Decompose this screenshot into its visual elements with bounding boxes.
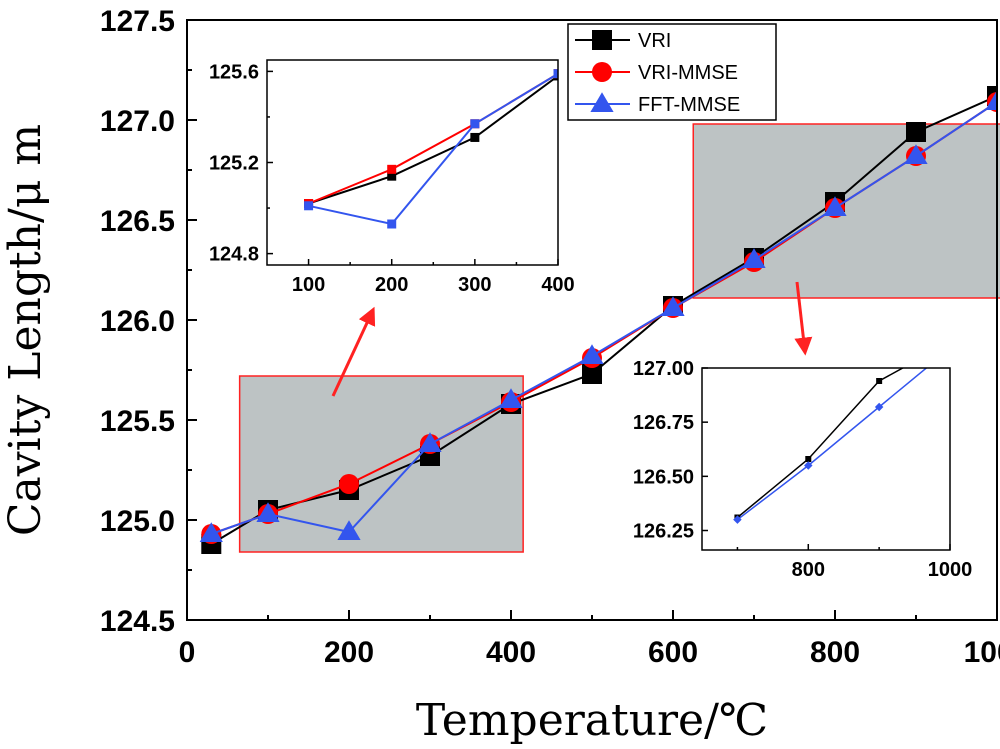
main-y-tick-label: 124.5 [100,605,175,638]
main-x-tick-label: 600 [648,636,698,669]
series-line-vri-inset-low [308,75,558,205]
data-point-vri-inset-high-3 [947,339,953,345]
zoom-region-high [692,123,1000,299]
y-axis-title: Cavity Length/μ m [0,124,51,536]
data-point-fft-mmse-inset-high-1 [804,461,813,470]
legend-marker-vri [592,30,612,50]
data-point-fft-mmse-inset-low-2 [470,119,480,129]
inset-low-y-tick-label: 124.8 [209,244,259,266]
legend-marker-fft-mmse [590,92,614,112]
x-axis-title: Temperature/℃ [416,695,768,746]
inset-high-plot-frame [701,367,951,551]
data-point-fft-mmse-inset-high-2 [874,402,884,412]
data-point-fft-mmse-main-8 [823,196,847,216]
data-point-fft-mmse-main-4 [499,388,523,408]
inset-high-series-group [733,339,954,524]
data-point-fft-mmse-inset-low-0 [304,201,314,211]
inset-high-x-tick-label: 1000 [928,559,973,581]
legend-marker-vri-mmse [592,62,612,82]
inset-low-y-tick-label: 125.2 [209,153,259,175]
data-point-fft-mmse-main-10 [985,90,997,110]
inset-low-x-tick-label: 400 [541,274,574,296]
data-point-fft-mmse-main-6 [661,296,685,316]
data-point-vri-inset-high-2 [876,378,883,384]
main-y-tick-label: 126.5 [100,205,175,238]
main-y-tick-label: 125.5 [100,405,175,438]
main-x-tick-label: 0 [179,636,196,669]
zoom-arrow-high [794,281,813,356]
data-point-vri-inset-low-1 [387,171,397,181]
inset-high-y-tick-label: 126.50 [633,466,694,488]
inset-low-series-group [304,69,558,229]
data-point-fft-mmse-inset-high-0 [733,515,742,524]
inset-low-y-tick-label: 125.6 [209,61,259,83]
data-point-fft-mmse-inset-high-3 [946,344,954,352]
inset-high-background [702,368,950,550]
main-x-tick-label: 200 [324,636,374,669]
inset-low-x-tick-label: 100 [292,274,325,296]
data-point-fft-mmse-inset-low-3 [553,69,558,79]
inset-high-x-tick-label: 800 [792,559,825,581]
legend-label-vri-mmse: VRI-MMSE [638,62,738,84]
data-point-fft-mmse-main-7 [742,248,766,268]
data-point-fft-mmse-main-5 [580,344,604,364]
inset-low-x-tick-label: 200 [375,274,408,296]
inset-high-y-tick-label: 126.75 [633,412,694,434]
data-point-fft-mmse-main-9 [904,144,928,164]
main-y-tick-label: 127.0 [100,105,175,138]
data-point-vri-inset-low-2 [470,132,480,142]
inset-low-x-tick-label: 300 [458,274,491,296]
data-point-vri-main-5 [582,364,602,384]
data-point-fft-mmse-main-2 [337,520,361,540]
main-x-tick-label: 400 [486,636,536,669]
main-x-tick-label: 1000 [964,636,1000,669]
main-y-tick-label: 126.0 [100,305,175,338]
data-point-fft-mmse-main-3 [418,432,442,452]
zoom-arrow-low [331,306,376,397]
inset-high-y-tick-label: 127.00 [633,358,694,380]
main-series-group [199,86,997,554]
data-point-fft-mmse-inset-low-1 [387,219,397,229]
legend-label-fft-mmse: FFT-MMSE [638,94,740,116]
series-line-fft-mmse-inset-high [736,368,928,521]
zoom-region-low [238,375,524,553]
data-point-vri-mmse-main-2 [339,474,359,494]
data-point-vri-main-9 [906,122,926,142]
series-line-vri-inset-high [736,368,905,519]
inset-high-y-tick-label: 126.25 [633,521,694,543]
inset-low-background [267,60,558,265]
main-x-tick-label: 800 [810,636,860,669]
main-y-tick-label: 127.5 [100,5,175,38]
series-line-fft-mmse-inset-low [308,72,558,226]
legend-label-vri: VRI [638,30,671,52]
data-point-vri-inset-high-1 [805,456,812,462]
data-point-vri-mmse-inset-low-1 [387,164,397,174]
main-y-tick-label: 125.0 [100,505,175,538]
data-point-fft-mmse-main-1 [256,502,280,522]
data-point-fft-mmse-main-0 [199,522,223,542]
